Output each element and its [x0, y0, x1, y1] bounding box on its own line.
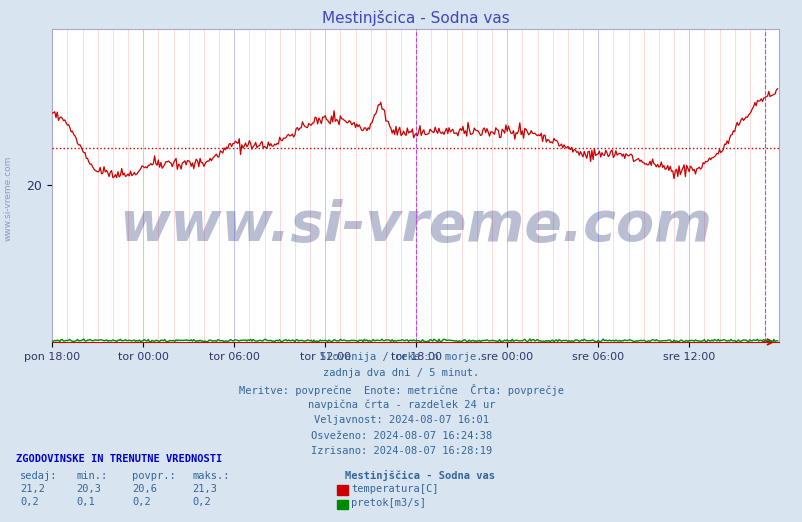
Text: sedaj:: sedaj:: [20, 471, 58, 481]
Text: zadnja dva dni / 5 minut.: zadnja dva dni / 5 minut.: [323, 368, 479, 378]
Text: 0,2: 0,2: [132, 497, 151, 507]
Text: 20,6: 20,6: [132, 484, 157, 494]
Text: Osveženo: 2024-08-07 16:24:38: Osveženo: 2024-08-07 16:24:38: [310, 431, 492, 441]
Text: Veljavnost: 2024-08-07 16:01: Veljavnost: 2024-08-07 16:01: [314, 415, 488, 425]
Text: ZGODOVINSKE IN TRENUTNE VREDNOSTI: ZGODOVINSKE IN TRENUTNE VREDNOSTI: [16, 454, 222, 464]
Text: Mestinjščica - Sodna vas: Mestinjščica - Sodna vas: [345, 470, 495, 481]
Text: 0,2: 0,2: [20, 497, 38, 507]
Text: 0,1: 0,1: [76, 497, 95, 507]
Text: pretok[m3/s]: pretok[m3/s]: [350, 498, 425, 508]
Text: povpr.:: povpr.:: [132, 471, 176, 481]
Title: Mestinjšcica - Sodna vas: Mestinjšcica - Sodna vas: [322, 10, 508, 26]
Text: www.si-vreme.com: www.si-vreme.com: [119, 199, 711, 253]
Text: Slovenija / reke in morje.: Slovenija / reke in morje.: [320, 352, 482, 362]
Text: www.si-vreme.com: www.si-vreme.com: [3, 156, 13, 241]
Text: Izrisano: 2024-08-07 16:28:19: Izrisano: 2024-08-07 16:28:19: [310, 446, 492, 456]
Text: maks.:: maks.:: [192, 471, 230, 481]
Text: 0,2: 0,2: [192, 497, 211, 507]
Text: 21,3: 21,3: [192, 484, 217, 494]
Text: 20,3: 20,3: [76, 484, 101, 494]
Text: navpična črta - razdelek 24 ur: navpična črta - razdelek 24 ur: [307, 399, 495, 410]
Text: min.:: min.:: [76, 471, 107, 481]
Text: Meritve: povprečne  Enote: metrične  Črta: povprečje: Meritve: povprečne Enote: metrične Črta:…: [239, 384, 563, 396]
Text: temperatura[C]: temperatura[C]: [350, 484, 438, 494]
Text: 21,2: 21,2: [20, 484, 45, 494]
